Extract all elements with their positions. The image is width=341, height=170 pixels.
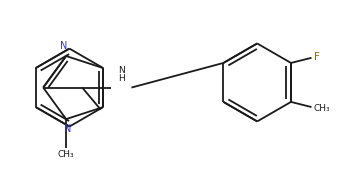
Text: N: N [60, 41, 68, 51]
Text: N: N [118, 66, 124, 75]
Text: methyl: methyl [64, 151, 69, 152]
Text: CH₃: CH₃ [58, 150, 74, 159]
Text: H: H [118, 74, 124, 83]
Text: N: N [64, 124, 72, 134]
Text: F: F [313, 52, 320, 62]
Text: CH₃: CH₃ [313, 104, 330, 113]
